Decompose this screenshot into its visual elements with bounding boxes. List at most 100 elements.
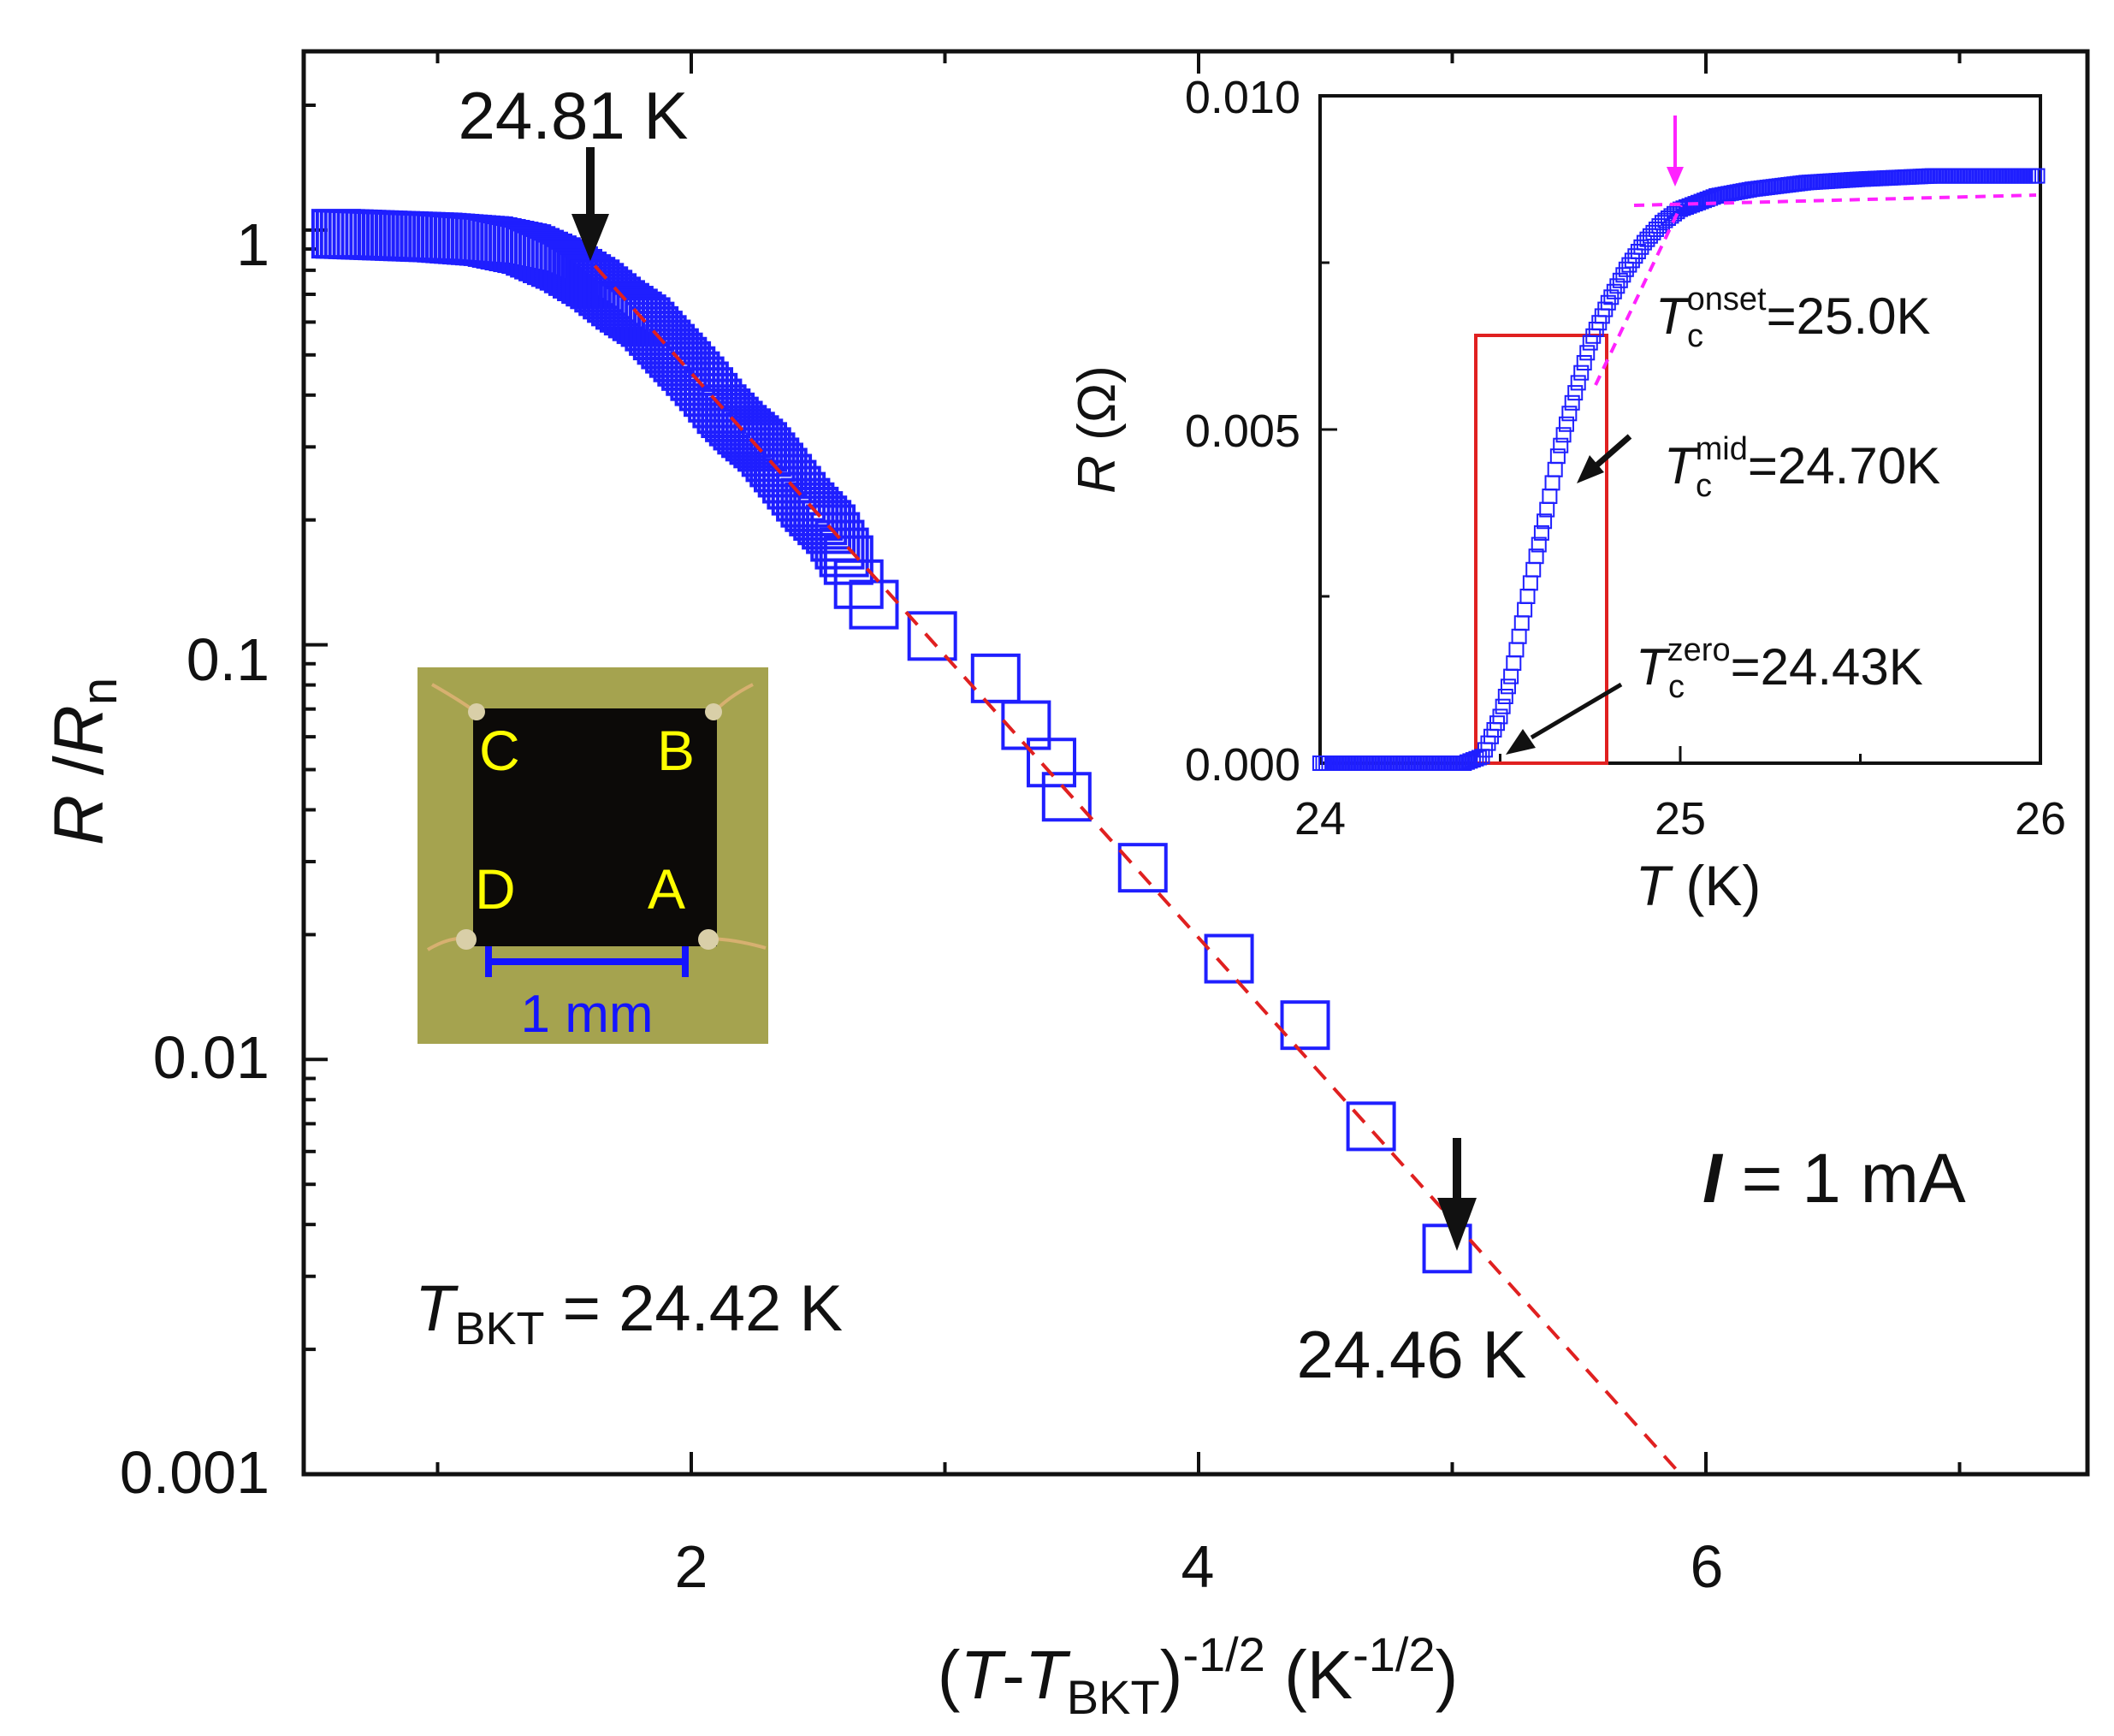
x-axis-title-close: ) bbox=[1160, 1637, 1183, 1713]
tc-zero-sub: c bbox=[1668, 669, 1685, 705]
data-point bbox=[814, 519, 865, 570]
arrow-tc-mid bbox=[1577, 434, 1632, 483]
tc-onset-sup: onset bbox=[1687, 281, 1767, 317]
inset-y-title-unit: (Ω) bbox=[1068, 365, 1127, 455]
data-point bbox=[1346, 1101, 1396, 1152]
tc-onset-label: Tonset=25.0K bbox=[1655, 281, 1930, 345]
x-axis-title-unit-sup: -1/2 bbox=[1353, 1627, 1436, 1681]
tc-mid-t: T bbox=[1664, 437, 1699, 495]
inset-y-axis-title: R (Ω) bbox=[1068, 365, 1127, 494]
x-axis-title-open: ( bbox=[938, 1637, 961, 1713]
inset-data-point bbox=[1570, 375, 1586, 391]
inset-data-point bbox=[1573, 364, 1590, 381]
data-point bbox=[1422, 1223, 1472, 1274]
svg-text:R (Ω): R (Ω) bbox=[1068, 365, 1127, 494]
data-point bbox=[833, 559, 884, 609]
inset-data-point bbox=[1533, 524, 1549, 541]
arrow-24.46K bbox=[1437, 1138, 1477, 1251]
tc-zero-value: =24.43K bbox=[1731, 638, 1923, 696]
inset-data-point bbox=[1528, 548, 1544, 565]
tc-onset-value: =25.0K bbox=[1767, 287, 1931, 345]
y-axis-title-r: R bbox=[40, 795, 118, 845]
onset-construction bbox=[1594, 116, 2037, 386]
y-axis-title-slash: / bbox=[40, 755, 118, 795]
x-tick-label: 4 bbox=[1181, 1533, 1215, 1600]
y-axis-title: R /Rn bbox=[40, 678, 127, 845]
data-point bbox=[591, 276, 642, 327]
data-point bbox=[741, 427, 791, 477]
tbkt-value: = 24.42 K bbox=[544, 1272, 843, 1345]
x-axis-title: (T-TBKT)-1/2 (K-1/2) bbox=[938, 1627, 1458, 1724]
inset-y-tick-label: 0.000 bbox=[1185, 739, 1300, 791]
y-axis-title-sub: n bbox=[72, 678, 127, 705]
x-axis-title-sub: BKT bbox=[1067, 1670, 1160, 1724]
inset-data-point bbox=[1576, 355, 1592, 370]
current-i: I bbox=[1702, 1140, 1724, 1218]
arrow-24.81K bbox=[571, 147, 609, 261]
inset-y-tick-label: 0.010 bbox=[1185, 72, 1300, 123]
inset-y-title-r: R bbox=[1068, 455, 1127, 494]
y-axis-title-r2: R bbox=[40, 705, 118, 755]
tc-zero-t: T bbox=[1636, 638, 1671, 696]
label-24.81K: 24.81 K bbox=[459, 78, 689, 153]
arrow-tc-zero bbox=[1506, 682, 1623, 755]
inset-data-point bbox=[1579, 345, 1596, 361]
x-axis-title-t2: T bbox=[1025, 1637, 1071, 1713]
inset-x-tick-label: 24 bbox=[1294, 793, 1346, 844]
tbkt-t: T bbox=[415, 1272, 459, 1345]
contact-label-c: C bbox=[479, 719, 520, 782]
x-axis-title-unit-close: ) bbox=[1436, 1637, 1459, 1713]
inset-x-tick-label: 25 bbox=[1655, 793, 1706, 844]
x-axis-title-unit: (K bbox=[1265, 1637, 1353, 1713]
label-24.46K: 24.46 K bbox=[1297, 1317, 1527, 1392]
inset-x-title-unit: (K) bbox=[1670, 854, 1761, 917]
scale-bar bbox=[485, 946, 689, 977]
data-point bbox=[970, 653, 1021, 703]
inset-data-point bbox=[1549, 448, 1566, 465]
y-tick-label: 1 bbox=[236, 211, 269, 278]
inset-data-point bbox=[1555, 427, 1572, 443]
tbkt-sub: BKT bbox=[454, 1303, 544, 1354]
svg-text:R /Rn: R /Rn bbox=[40, 678, 127, 845]
tc-onset-t: T bbox=[1655, 287, 1691, 345]
x-axis-title-sup: -1/2 bbox=[1182, 1627, 1265, 1681]
data-point bbox=[819, 527, 869, 578]
x-axis-title-t: T bbox=[960, 1637, 1006, 1713]
inset-data-point bbox=[1500, 678, 1516, 695]
tc-mid-value: =24.70K bbox=[1748, 437, 1940, 495]
inset-data-point bbox=[1537, 513, 1553, 530]
tc-mid-label: Tmid=24.70K bbox=[1664, 431, 1940, 495]
contact-label-d: D bbox=[475, 857, 516, 921]
inset-highlight-box bbox=[1474, 334, 1608, 765]
inset-x-title-t: T bbox=[1636, 854, 1674, 917]
sample-square bbox=[473, 708, 717, 946]
tc-zero-label: Tzero=24.43K bbox=[1636, 632, 1923, 696]
inset-data-point bbox=[1492, 708, 1508, 725]
inset-data-point bbox=[1561, 406, 1578, 422]
tc-mid-sup: mid bbox=[1696, 431, 1748, 467]
data-point bbox=[1117, 843, 1168, 893]
inset-data-point bbox=[1531, 536, 1547, 553]
current-value: = 1 mA bbox=[1722, 1140, 1966, 1218]
inset-series-points bbox=[1312, 168, 2046, 771]
current-annotation: I = 1 mA bbox=[1702, 1140, 1966, 1218]
data-point bbox=[1027, 738, 1077, 788]
data-point bbox=[1280, 1000, 1330, 1051]
inset-data-point bbox=[1553, 437, 1569, 453]
inset-data-point bbox=[2029, 168, 2046, 184]
data-point bbox=[1001, 700, 1051, 750]
main-axis-ticks bbox=[304, 51, 1962, 1476]
tc-mid-sub: c bbox=[1696, 468, 1712, 504]
data-point bbox=[789, 486, 839, 536]
inset-x-tick-label: 26 bbox=[2015, 793, 2066, 844]
y-tick-label: 0.01 bbox=[153, 1024, 269, 1091]
inset-data-point bbox=[1558, 416, 1574, 432]
sample-photo: C B D A 1 mm bbox=[417, 667, 768, 1044]
y-tick-label: 0.1 bbox=[187, 626, 269, 693]
tbkt-annotation: TBKT = 24.42 K bbox=[415, 1272, 843, 1354]
bkt-fit-line bbox=[593, 264, 1682, 1476]
data-point bbox=[1204, 933, 1254, 984]
contact-label-a: A bbox=[648, 857, 685, 921]
main-plot-frame bbox=[301, 49, 2090, 1477]
